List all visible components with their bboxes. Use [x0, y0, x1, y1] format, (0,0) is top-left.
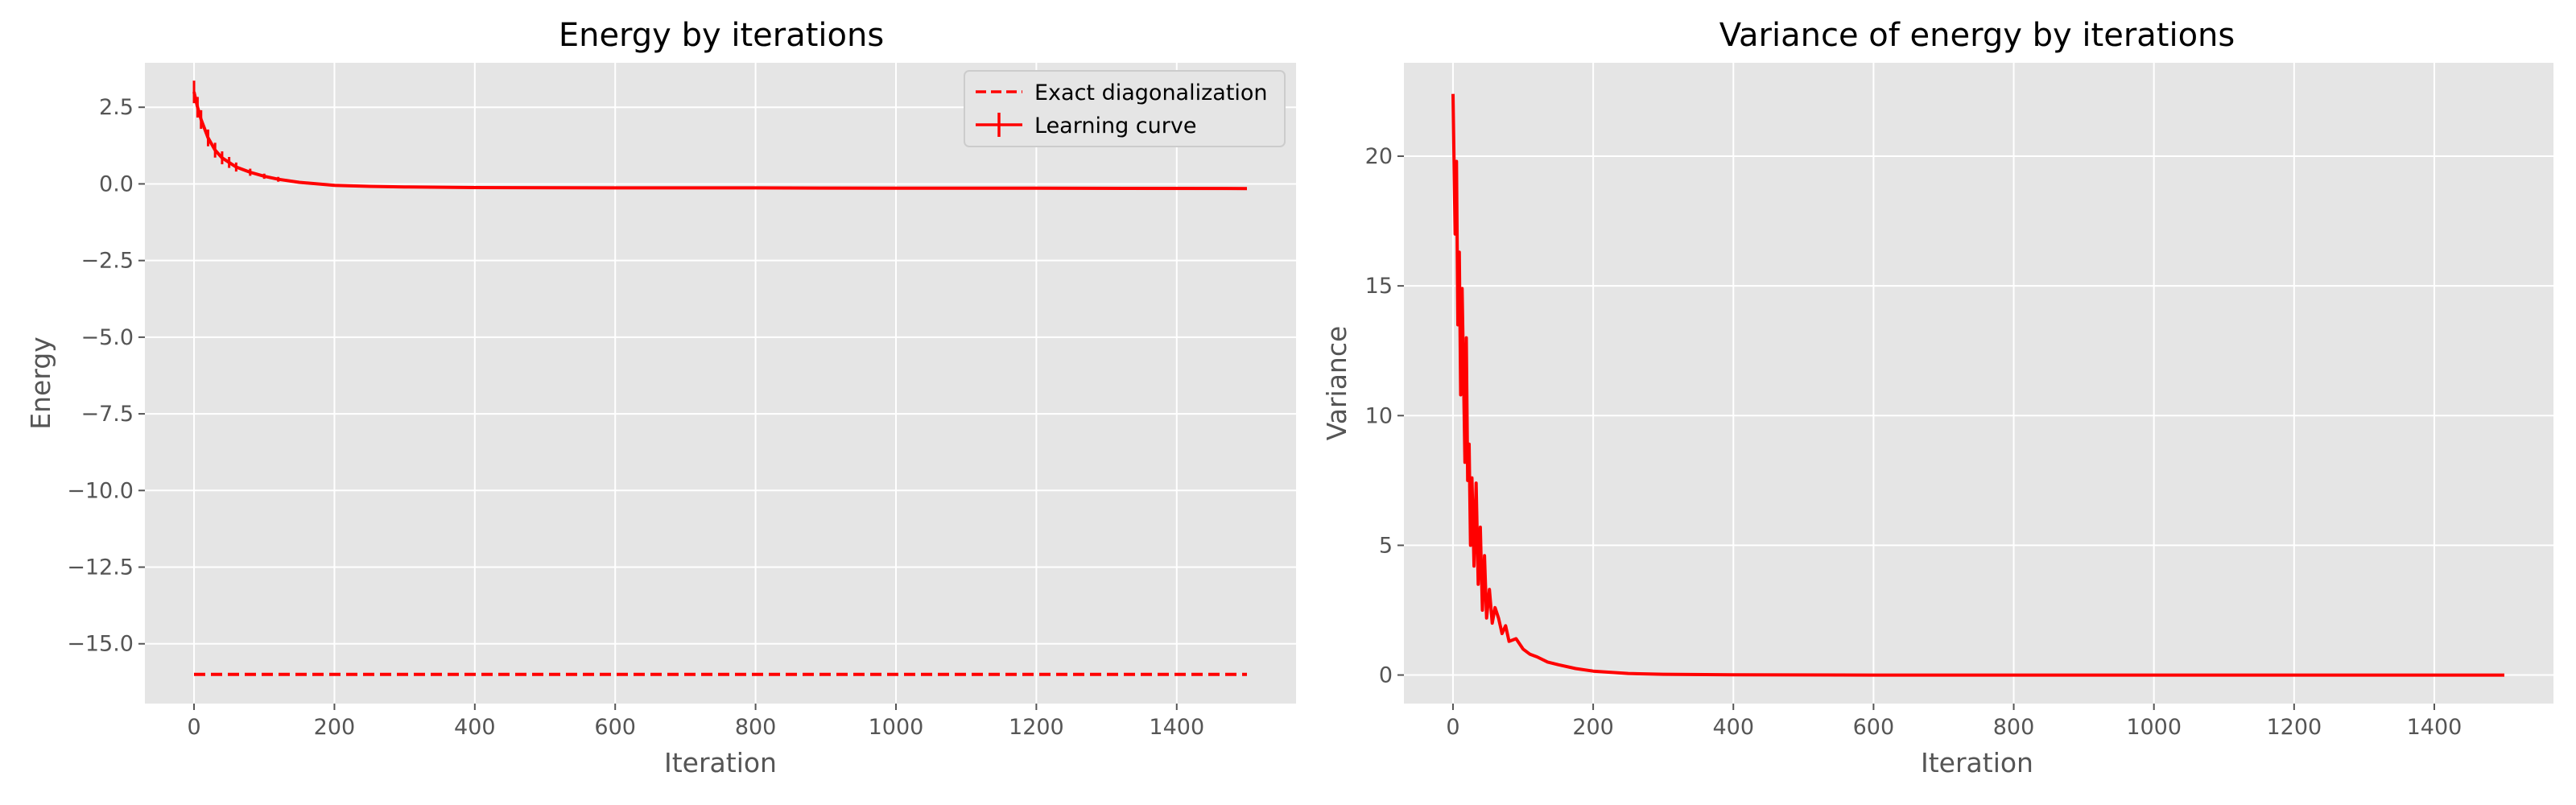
energy-series-group — [192, 80, 1248, 676]
variance-x-axis-label: Iteration — [1921, 747, 2033, 778]
variance-x-tick-label: 0 — [1446, 715, 1459, 740]
variance-y-tick-label: 15 — [1365, 274, 1393, 299]
variance-y-tick-label: 10 — [1365, 403, 1393, 428]
variance-x-tick-label: 800 — [1993, 715, 2035, 740]
energy-y-tick-label: 2.5 — [99, 95, 134, 120]
variance-x-tick-label: 400 — [1712, 715, 1754, 740]
variance-x-tick-label: 200 — [1572, 715, 1614, 740]
variance-x-ticks: 0 200 400 600 800 1000 1200 1400 — [1446, 704, 2462, 740]
legend-exact-diagonalization-label: Exact diagonalization — [1034, 80, 1268, 105]
energy-x-tick-label: 800 — [735, 715, 777, 740]
energy-chart-title: Energy by iterations — [559, 17, 884, 54]
variance-x-tick-label: 600 — [1853, 715, 1895, 740]
energy-plot-area — [145, 63, 1296, 704]
legend-box — [964, 70, 1286, 147]
energy-y-tick-label: 0.0 — [99, 171, 134, 196]
variance-y-axis-label: Variance — [1321, 326, 1352, 441]
energy-y-tick-label: −5.0 — [80, 325, 134, 350]
energy-y-tick-label: −15.0 — [67, 632, 134, 657]
legend-learning-curve-label: Learning curve — [1034, 114, 1196, 138]
variance-plot-area — [1404, 63, 2553, 704]
energy-x-tick-label: 0 — [187, 715, 200, 740]
variance-y-tick-label: 5 — [1379, 533, 1393, 558]
variance-x-tick-label: 1200 — [2266, 715, 2322, 740]
energy-y-ticks: 2.5 0.0 −2.5 −5.0 −7.5 −10.0 −12.5 −15.0 — [67, 95, 145, 657]
energy-legend: Exact diagonalization Learning curve — [964, 70, 1286, 147]
variance-chart: Variance of energy by iterations 0 200 400… — [1321, 17, 2553, 778]
energy-x-ticks: 0 200 400 600 800 1000 1200 1400 — [187, 704, 1204, 740]
energy-y-tick-label: −12.5 — [67, 555, 134, 580]
energy-x-tick-label: 1200 — [1009, 715, 1064, 740]
variance-x-tick-label: 1400 — [2407, 715, 2462, 740]
variance-y-ticks: 0 5 10 15 20 — [1365, 144, 1404, 688]
energy-x-tick-label: 1400 — [1149, 715, 1204, 740]
energy-y-tick-label: −2.5 — [80, 249, 134, 274]
energy-x-tick-label: 200 — [314, 715, 356, 740]
variance-series-0-line — [1451, 93, 2504, 677]
energy-y-axis-label: Energy — [25, 336, 56, 430]
energy-x-axis-label: Iteration — [664, 747, 777, 778]
variance-y-tick-label: 0 — [1379, 663, 1393, 688]
energy-gridlines — [145, 63, 1296, 704]
energy-y-tick-label: −10.0 — [67, 478, 134, 503]
energy-chart: Energy by iterations 0 200 400 600 800 1000 12… — [25, 17, 1296, 778]
energy-x-tick-label: 600 — [594, 715, 636, 740]
energy-y-tick-label: −7.5 — [80, 402, 134, 427]
energy-x-tick-label: 400 — [454, 715, 496, 740]
variance-series-group — [1451, 93, 2504, 677]
variance-x-tick-label: 1000 — [2126, 715, 2182, 740]
energy-x-tick-label: 1000 — [869, 715, 924, 740]
variance-y-tick-label: 20 — [1365, 144, 1393, 169]
variance-chart-title: Variance of energy by iterations — [1719, 17, 2235, 54]
